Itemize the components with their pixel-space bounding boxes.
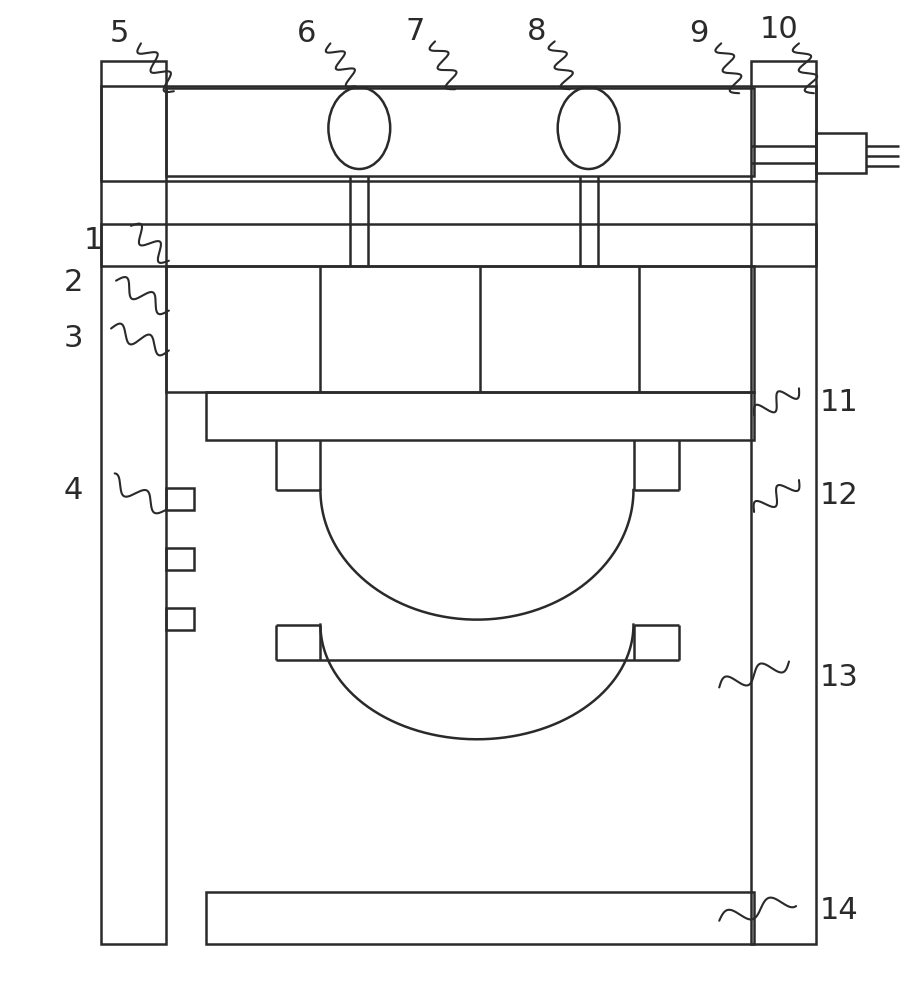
Bar [751,61,816,944]
Text: 10: 10 [759,15,799,44]
Bar [166,608,193,630]
Text: 11: 11 [820,388,858,417]
Text: 14: 14 [820,896,858,925]
Text: 3: 3 [63,324,83,353]
Bar [816,133,866,173]
Bar [166,88,754,176]
Text: 4: 4 [63,476,83,505]
Bar [166,548,193,570]
Bar [166,488,193,510]
Bar [166,266,754,392]
Bar [101,86,816,181]
Text: 13: 13 [820,663,858,692]
Bar [205,892,754,944]
Text: 5: 5 [109,19,128,48]
Text: 7: 7 [405,17,425,46]
Text: 9: 9 [690,19,709,48]
Bar [205,392,754,440]
Bar [101,61,166,944]
Text: 2: 2 [63,268,83,297]
Text: 12: 12 [820,481,858,510]
Text: 6: 6 [297,19,316,48]
Text: 8: 8 [527,17,547,46]
Text: 1: 1 [83,226,103,255]
Bar [101,224,816,266]
